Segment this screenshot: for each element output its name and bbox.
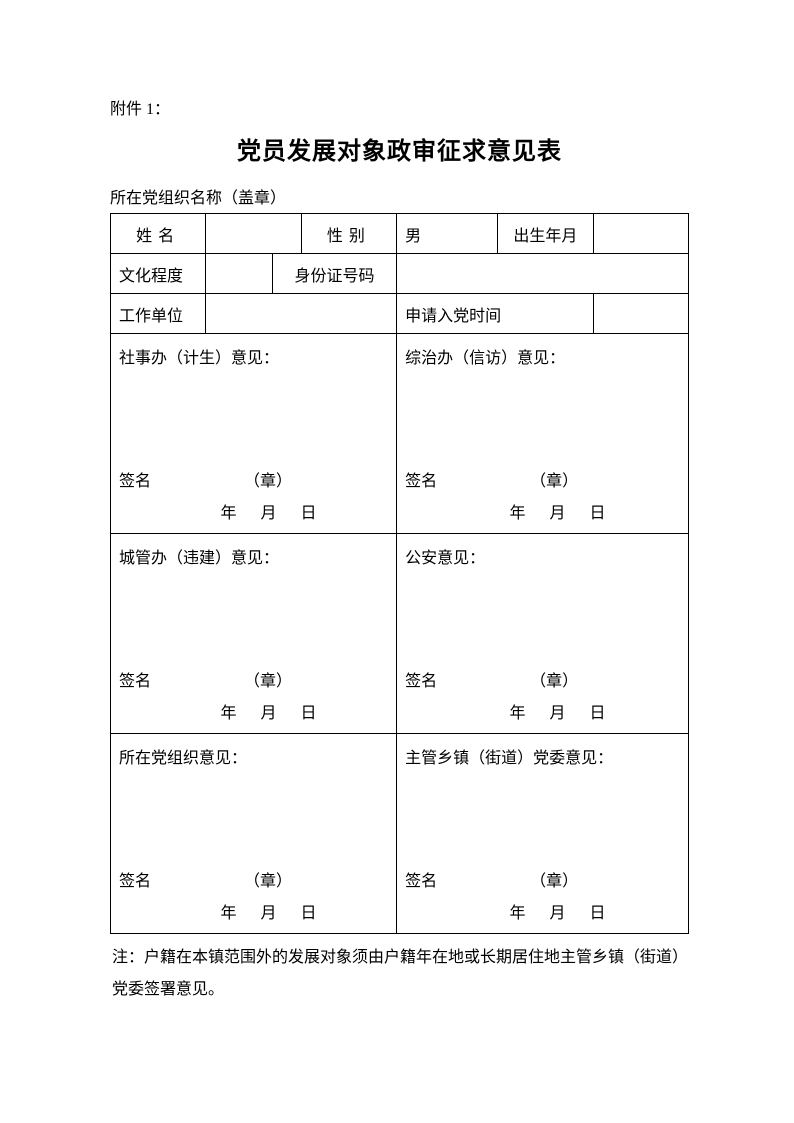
date-row: 年 月 日 xyxy=(405,699,680,723)
label-idcard: 身份证号码 xyxy=(272,254,396,294)
signature-row: 签名 （章） xyxy=(119,467,388,491)
label-workunit: 工作单位 xyxy=(111,294,206,334)
note-text: 注：户籍在本镇范围外的发展对象须由户籍年在地或长期居住地主管乡镇（街道）党委签署… xyxy=(110,942,689,1006)
signature-label: 签名 xyxy=(119,867,151,891)
date-content: 年 月 日 xyxy=(510,699,616,723)
label-name: 姓名 xyxy=(111,214,206,254)
value-birthdate xyxy=(593,214,688,254)
date-row: 年 月 日 xyxy=(119,499,388,523)
value-applytime xyxy=(593,294,688,334)
label-applytime: 申请入党时间 xyxy=(397,294,594,334)
attachment-label: 附件 1： xyxy=(110,95,689,119)
date-row: 年 月 日 xyxy=(119,899,388,923)
label-gender: 性别 xyxy=(301,214,396,254)
seal-label: （章） xyxy=(530,867,578,891)
opinion-police-title: 公安意见： xyxy=(405,544,680,568)
opinion-party: 所在党组织意见： 签名 （章） 年 月 日 xyxy=(111,734,397,934)
signature-label: 签名 xyxy=(405,467,437,491)
seal-label: （章） xyxy=(530,467,578,491)
org-name-subtitle: 所在党组织名称（盖章） xyxy=(110,184,689,208)
opinion-social-title: 社事办（计生）意见： xyxy=(119,344,388,368)
date-row: 年 月 日 xyxy=(405,899,680,923)
opinion-township-title: 主管乡镇（街道）党委意见： xyxy=(405,744,680,768)
signature-label: 签名 xyxy=(119,667,151,691)
signature-label: 签名 xyxy=(119,467,151,491)
seal-label: （章） xyxy=(244,467,292,491)
value-gender: 男 xyxy=(397,214,498,254)
value-idcard xyxy=(397,254,689,294)
opinion-governance: 综治办（信访）意见： 签名 （章） 年 月 日 xyxy=(397,334,689,534)
signature-row: 签名 （章） xyxy=(119,667,388,691)
date-row: 年 月 日 xyxy=(405,499,680,523)
opinion-governance-title: 综治办（信访）意见： xyxy=(405,344,680,368)
value-name xyxy=(206,214,301,254)
opinion-social: 社事办（计生）意见： 签名 （章） 年 月 日 xyxy=(111,334,397,534)
signature-row: 签名 （章） xyxy=(119,867,388,891)
opinion-urban-title: 城管办（违建）意见： xyxy=(119,544,388,568)
date-content: 年 月 日 xyxy=(510,899,616,923)
signature-row: 签名 （章） xyxy=(405,467,680,491)
form-table: 姓名 性别 男 出生年月 文化程度 身份证号码 工作单位 申请入党时间 社事办（… xyxy=(110,213,689,934)
date-content: 年 月 日 xyxy=(221,699,327,723)
date-content: 年 月 日 xyxy=(221,899,327,923)
signature-label: 签名 xyxy=(405,867,437,891)
signature-row: 签名 （章） xyxy=(405,667,680,691)
label-birthdate: 出生年月 xyxy=(498,214,593,254)
value-workunit xyxy=(206,294,397,334)
opinion-township: 主管乡镇（街道）党委意见： 签名 （章） 年 月 日 xyxy=(397,734,689,934)
opinion-urban: 城管办（违建）意见： 签名 （章） 年 月 日 xyxy=(111,534,397,734)
page-title: 党员发展对象政审征求意见表 xyxy=(110,131,689,166)
opinion-police: 公安意见： 签名 （章） 年 月 日 xyxy=(397,534,689,734)
opinion-party-title: 所在党组织意见： xyxy=(119,744,388,768)
value-education xyxy=(206,254,272,294)
seal-label: （章） xyxy=(244,667,292,691)
signature-label: 签名 xyxy=(405,667,437,691)
signature-row: 签名 （章） xyxy=(405,867,680,891)
seal-label: （章） xyxy=(244,867,292,891)
label-education: 文化程度 xyxy=(111,254,206,294)
date-row: 年 月 日 xyxy=(119,699,388,723)
seal-label: （章） xyxy=(530,667,578,691)
date-content: 年 月 日 xyxy=(510,499,616,523)
date-content: 年 月 日 xyxy=(221,499,327,523)
